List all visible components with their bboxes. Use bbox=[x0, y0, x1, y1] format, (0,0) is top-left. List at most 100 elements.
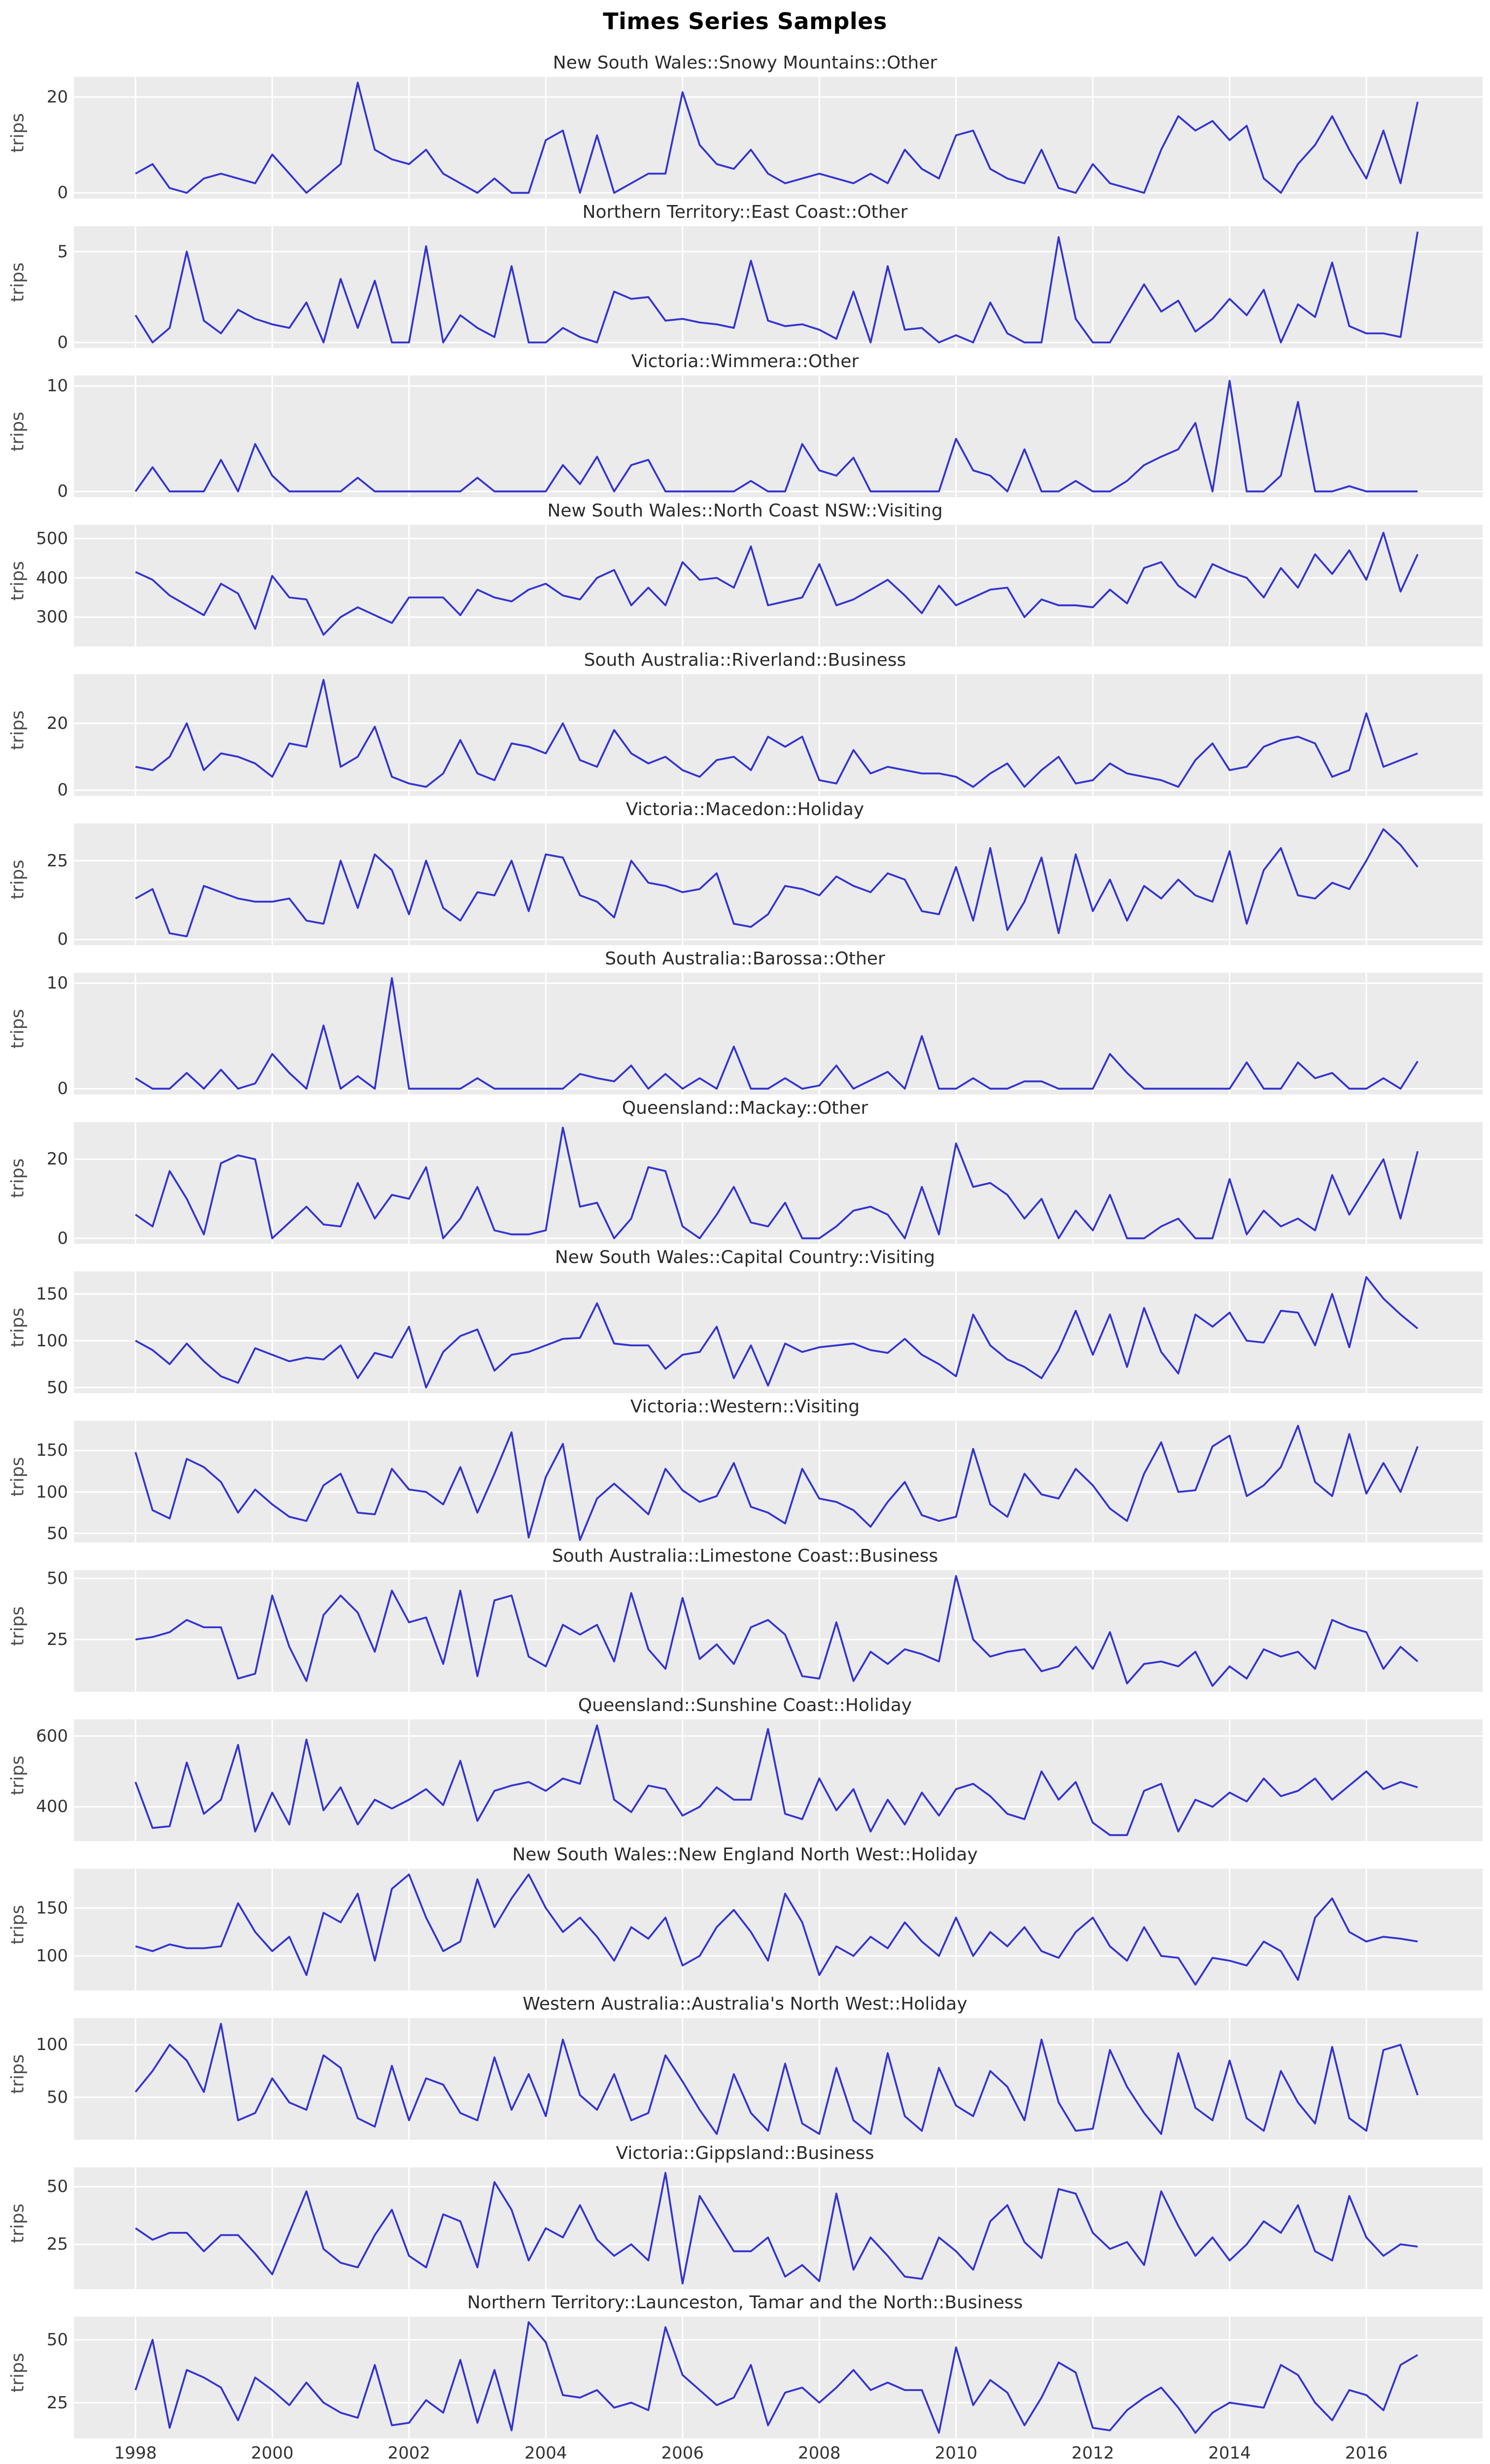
series-line bbox=[135, 231, 1419, 343]
x-tick-label: 2000 bbox=[251, 2443, 294, 2463]
plot-area bbox=[74, 2317, 1483, 2438]
figure-title: Times Series Samples bbox=[603, 8, 887, 34]
panel-title: South Australia::Barossa::Other bbox=[605, 949, 885, 969]
y-tick-label: 50 bbox=[46, 1523, 68, 1543]
plot-background bbox=[74, 1271, 1483, 1393]
panel-title: New South Wales::North Coast NSW::Visiti… bbox=[547, 501, 943, 521]
x-tick-label: 2004 bbox=[524, 2443, 567, 2463]
y-tick-label: 20 bbox=[46, 87, 68, 107]
panel-14: Victoria::Gippsland::Business trips 25 50 bbox=[0, 2140, 1490, 2289]
y-tick-label: 100 bbox=[36, 1946, 68, 1966]
y-tick-label: 0 bbox=[57, 1079, 68, 1099]
line-chart bbox=[74, 674, 1483, 796]
plot-area bbox=[74, 674, 1483, 796]
plot-wrap: trips 0 10 bbox=[0, 973, 1490, 1099]
series-line bbox=[135, 1574, 1419, 1687]
line-chart bbox=[74, 2317, 1483, 2438]
line-chart bbox=[74, 77, 1483, 199]
y-tick-label: 20 bbox=[46, 1149, 68, 1169]
plot-wrap: trips 0 25 bbox=[0, 823, 1490, 948]
y-tick-label: 25 bbox=[46, 2393, 68, 2413]
series-line bbox=[135, 1724, 1418, 1836]
y-tick-label: 300 bbox=[36, 607, 68, 627]
panel-9: Victoria::Western::Visiting trips 50 100 150 bbox=[0, 1393, 1490, 1542]
line-chart bbox=[74, 1570, 1483, 1692]
y-tick-label: 150 bbox=[36, 1898, 68, 1918]
y-tick-label: 50 bbox=[46, 2329, 68, 2350]
plot-area bbox=[74, 823, 1483, 945]
plot-area bbox=[74, 1122, 1483, 1244]
panel-15: Northern Territory::Launceston, Tamar an… bbox=[0, 2289, 1490, 2438]
y-tick-label: 50 bbox=[46, 1568, 68, 1588]
y-tick-label: 0 bbox=[57, 780, 68, 800]
line-chart bbox=[74, 525, 1483, 647]
plot-area bbox=[74, 1719, 1483, 1841]
y-axis-label: trips bbox=[7, 112, 28, 153]
plot-area bbox=[74, 226, 1483, 348]
panel-11: Queensland::Sunshine Coast::Holiday trips… bbox=[0, 1692, 1490, 1841]
x-tick-label: 2012 bbox=[1071, 2443, 1114, 2463]
plot-wrap: trips 0 5 bbox=[0, 226, 1490, 351]
panel-title: Queensland::Mackay::Other bbox=[622, 1098, 868, 1118]
line-chart bbox=[74, 1421, 1483, 1542]
panel-13: Western Australia::Australia's North Wes… bbox=[0, 1990, 1490, 2140]
y-tick-label: 100 bbox=[36, 1482, 68, 1502]
line-chart bbox=[74, 973, 1483, 1095]
panel-title: Victoria::Gippsland::Business bbox=[616, 2143, 874, 2163]
line-chart bbox=[74, 1719, 1483, 1841]
y-tick-label: 0 bbox=[57, 183, 68, 203]
plot-wrap: trips 50 100 150 bbox=[0, 1271, 1490, 1398]
y-tick-label: 0 bbox=[57, 481, 68, 502]
y-tick-label: 10 bbox=[46, 376, 68, 396]
panel-title: Northern Territory::East Coast::Other bbox=[582, 202, 908, 222]
y-axis-label: trips bbox=[7, 1158, 28, 1198]
series-line bbox=[135, 977, 1419, 1090]
series-line bbox=[135, 2022, 1419, 2135]
y-tick-label: 400 bbox=[36, 1797, 68, 1817]
plot-background bbox=[74, 376, 1483, 497]
series-line bbox=[135, 1425, 1419, 1541]
y-tick-label: 500 bbox=[36, 528, 68, 548]
y-axis-label: trips bbox=[7, 411, 28, 451]
panel-10: South Australia::Limestone Coast::Busine… bbox=[0, 1542, 1490, 1692]
panel-title: New South Wales::Capital Country::Visiti… bbox=[554, 1247, 936, 1267]
panel-title: Victoria::Macedon::Holiday bbox=[625, 799, 865, 820]
y-axis-label: trips bbox=[7, 1904, 28, 1945]
y-tick-label: 50 bbox=[46, 2087, 68, 2107]
plot-background bbox=[74, 226, 1483, 348]
plot-area bbox=[74, 77, 1483, 199]
panel-2: Victoria::Wimmera::Other trips 0 10 bbox=[0, 348, 1490, 502]
line-chart bbox=[74, 226, 1483, 348]
panels-container: New South Wales::Snowy Mountains::Other t… bbox=[0, 49, 1490, 2438]
line-chart bbox=[74, 376, 1483, 497]
panel-title: South Australia::Riverland::Business bbox=[584, 650, 906, 670]
x-tick-label: 1998 bbox=[114, 2443, 157, 2463]
plot-wrap: trips 25 50 bbox=[0, 2317, 1490, 2438]
y-tick-label: 50 bbox=[46, 1377, 68, 1398]
plot-wrap: trips 25 50 bbox=[0, 1570, 1490, 1692]
y-tick-label: 400 bbox=[36, 568, 68, 588]
y-tick-label: 50 bbox=[46, 2177, 68, 2197]
plot-background bbox=[74, 1570, 1483, 1692]
line-chart bbox=[74, 823, 1483, 945]
x-tick-label: 2008 bbox=[797, 2443, 841, 2463]
line-chart bbox=[74, 1122, 1483, 1244]
x-tick-label: 2010 bbox=[935, 2443, 977, 2463]
y-axis-label: trips bbox=[7, 1755, 28, 1795]
series-line bbox=[135, 679, 1418, 788]
series-line bbox=[135, 1873, 1418, 1986]
y-tick-label: 100 bbox=[36, 1331, 68, 1351]
plot-wrap: trips 50 100 150 bbox=[0, 1421, 1490, 1542]
plot-area bbox=[74, 1869, 1483, 1990]
panel-0: New South Wales::Snowy Mountains::Other t… bbox=[0, 49, 1490, 203]
plot-background bbox=[74, 2167, 1483, 2289]
plot-background bbox=[74, 1122, 1483, 1244]
plot-area bbox=[74, 1421, 1483, 1542]
y-tick-label: 100 bbox=[36, 2035, 68, 2055]
plot-background bbox=[74, 1869, 1483, 1990]
y-tick-label: 25 bbox=[46, 851, 68, 871]
plot-background bbox=[74, 525, 1483, 647]
